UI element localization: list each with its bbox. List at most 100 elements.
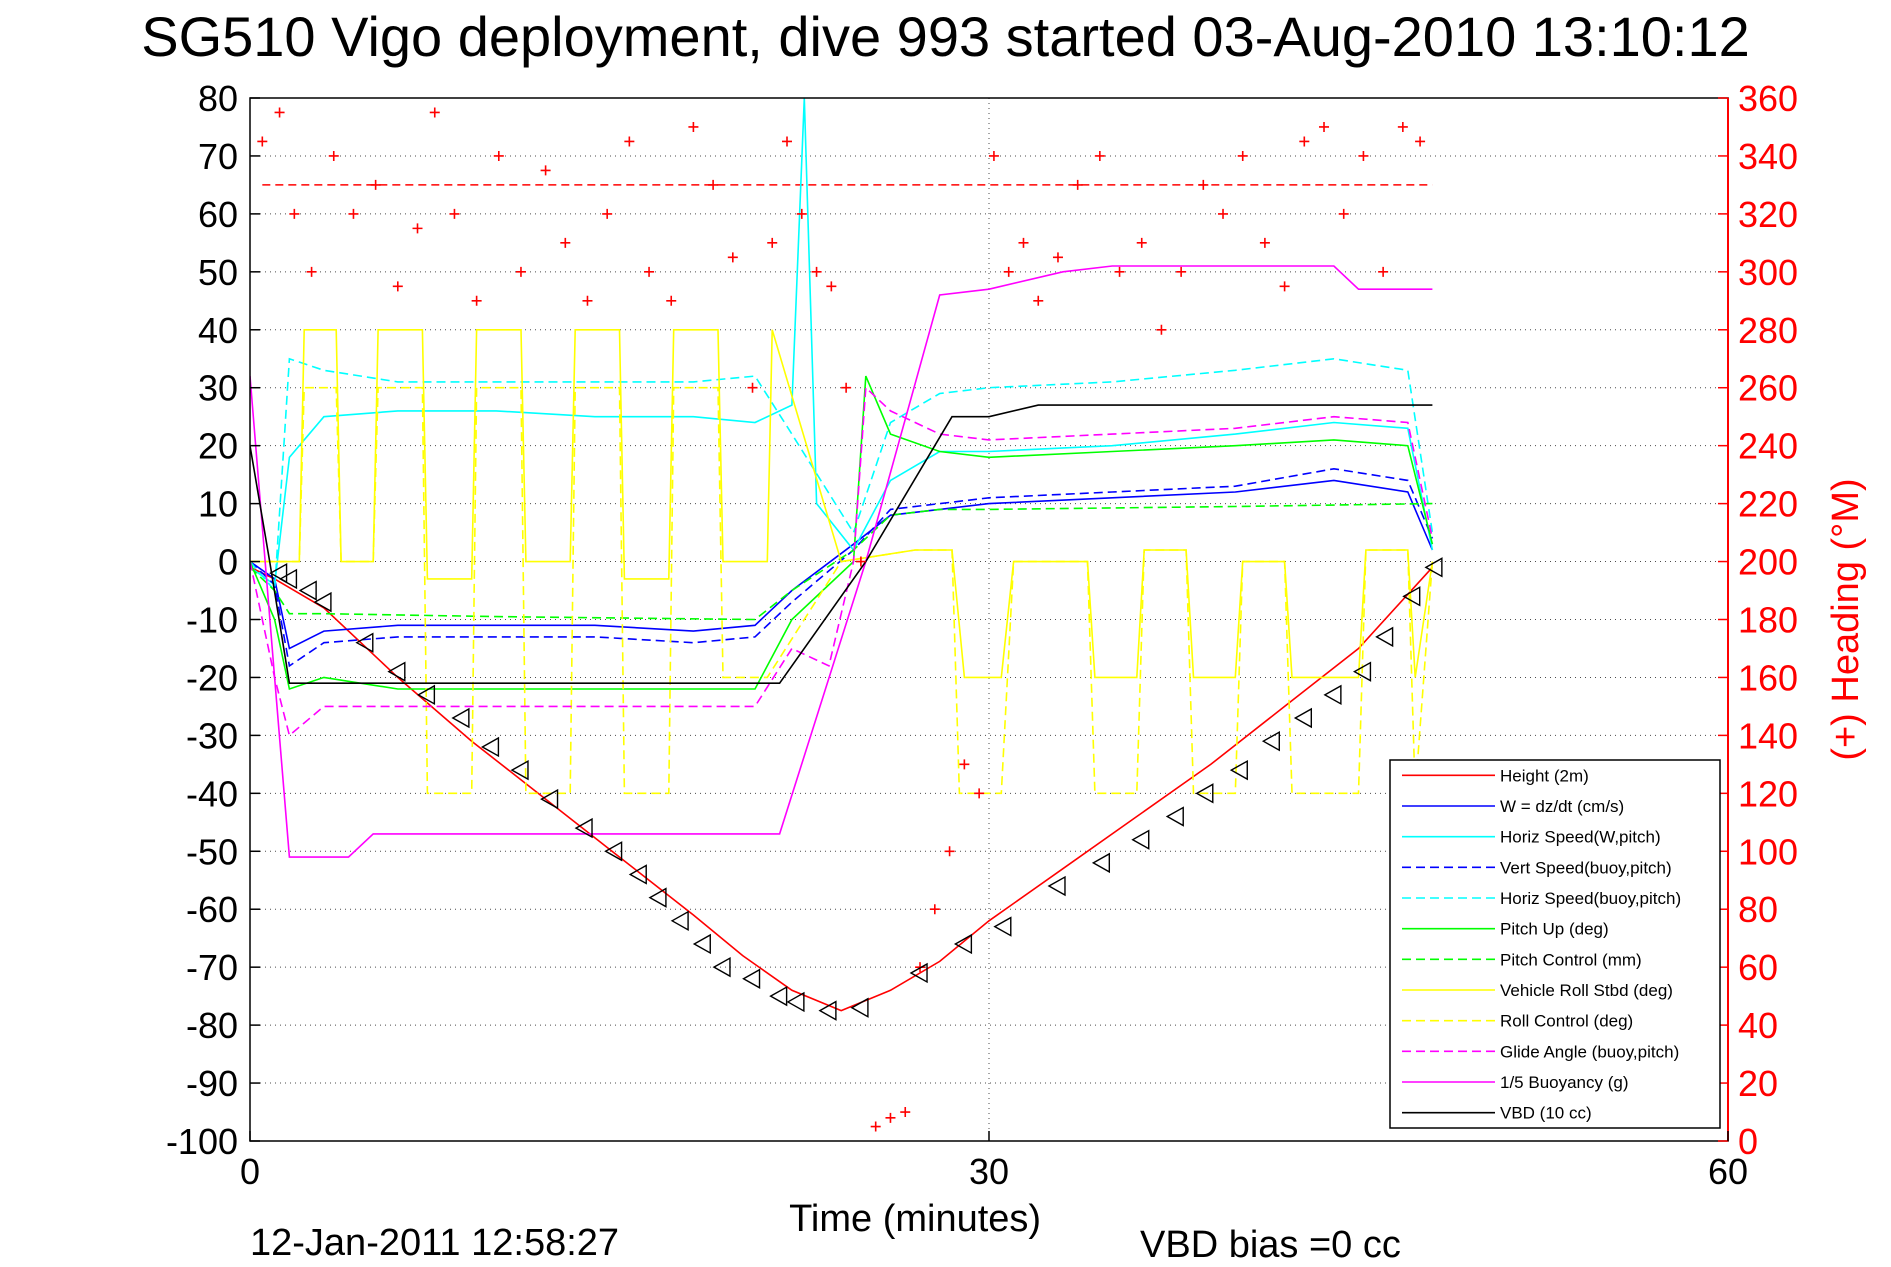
heading-point (666, 295, 677, 306)
heading-point (471, 295, 482, 306)
heading-point (929, 904, 940, 915)
heading-point (1237, 150, 1248, 161)
triangle-marker (1195, 783, 1214, 804)
triangle-marker (1323, 684, 1342, 706)
legend-label: W = dz/dt (cm/s) (1500, 797, 1624, 816)
right-tick-label: 360 (1738, 78, 1798, 119)
heading-point (1033, 295, 1044, 306)
left-tick-label: 20 (198, 426, 238, 467)
legend-label: Vert Speed(buoy,pitch) (1500, 858, 1672, 877)
heading-point (1259, 237, 1270, 248)
left-tick-label: -10 (186, 600, 238, 641)
series-line (250, 265, 1433, 858)
triangle-marker (742, 968, 761, 989)
heading-point (370, 179, 381, 190)
triangle-marker (670, 910, 689, 932)
series-line (250, 386, 1434, 795)
heading-point (540, 165, 551, 176)
triangle-marker (1402, 586, 1421, 607)
series-line (250, 502, 1433, 621)
left-tick-label: -70 (186, 947, 238, 988)
left-tick-label: 70 (198, 136, 238, 177)
triangle-marker (1353, 661, 1372, 682)
right-tick-label: 220 (1738, 484, 1798, 525)
x-tick-label: 0 (240, 1151, 260, 1192)
triangle-marker (818, 1000, 837, 1021)
series-line (250, 98, 1434, 587)
vbd-bias-label: VBD bias =0 cc (1140, 1224, 1401, 1266)
heading-point (289, 208, 300, 219)
left-tick-label: 40 (198, 310, 238, 351)
heading-point (1052, 252, 1063, 263)
heading-point (644, 266, 655, 277)
left-tick-label: -80 (186, 1005, 238, 1046)
heading-point (841, 382, 852, 393)
heading-point (796, 208, 807, 219)
legend-label: Pitch Control (mm) (1500, 950, 1642, 969)
triangle-marker (269, 562, 288, 584)
right-tick-label: 0 (1738, 1121, 1758, 1162)
series-line (250, 328, 1434, 679)
legend-label: Pitch Up (deg) (1500, 920, 1609, 939)
triangle-marker (1131, 829, 1150, 850)
right-tick-label: 120 (1738, 773, 1798, 814)
heading-point (449, 208, 460, 219)
left-tick-label: -50 (186, 831, 238, 872)
series-line (250, 404, 1433, 685)
right-axis-label: (+) Heading (°M) (1825, 478, 1867, 760)
heading-point (624, 136, 635, 147)
legend-label: Roll Control (deg) (1500, 1012, 1633, 1031)
left-tick-label: 30 (198, 368, 238, 409)
triangle-marker (648, 887, 667, 908)
heading-point (1018, 237, 1029, 248)
heading-point (1072, 179, 1083, 190)
triangle-marker (298, 580, 317, 601)
triangle-marker (574, 817, 593, 839)
right-tick-label: 80 (1738, 889, 1778, 930)
heading-point (974, 788, 985, 799)
legend-label: Horiz Speed(buoy,pitch) (1500, 889, 1681, 908)
heading-point (1299, 136, 1310, 147)
right-tick-label: 320 (1738, 194, 1798, 235)
triangle-marker (786, 991, 805, 1013)
right-tick-label: 300 (1738, 252, 1798, 293)
heading-point (727, 252, 738, 263)
heading-point (493, 150, 504, 161)
heading-point (1136, 237, 1147, 248)
heading-point (767, 237, 778, 248)
heading-point (582, 295, 593, 306)
heading-point (328, 150, 339, 161)
left-tick-label: -100 (166, 1121, 238, 1162)
heading-point (1279, 281, 1290, 292)
right-tick-label: 160 (1738, 657, 1798, 698)
legend-label: 1/5 Buoyancy (g) (1500, 1073, 1629, 1092)
left-tick-label: 10 (198, 484, 238, 525)
left-tick-label: 0 (218, 542, 238, 583)
right-tick-label: 240 (1738, 426, 1798, 467)
right-tick-label: 340 (1738, 136, 1798, 177)
right-tick-label: 60 (1738, 947, 1778, 988)
heading-point (811, 266, 822, 277)
right-tick-label: 20 (1738, 1063, 1778, 1104)
heading-point (1397, 121, 1408, 132)
triangle-marker (1047, 875, 1066, 897)
right-tick-label: 180 (1738, 600, 1798, 641)
left-tick-label: 50 (198, 252, 238, 293)
x-tick-label: 30 (969, 1151, 1009, 1192)
triangle-marker (993, 916, 1012, 937)
triangle-marker (712, 956, 731, 978)
triangle-marker (850, 997, 869, 1018)
triangle-marker (355, 632, 374, 653)
heading-point (1338, 208, 1349, 219)
legend-label: Vehicle Roll Stbd (deg) (1500, 981, 1673, 1000)
heading-point (826, 281, 837, 292)
heading-point (959, 759, 970, 770)
triangle-marker (313, 591, 332, 613)
left-tick-label: -30 (186, 715, 238, 756)
triangle-marker (1091, 852, 1111, 874)
legend-box (1389, 759, 1721, 1129)
heading-point (1358, 150, 1369, 161)
triangle-marker (1293, 707, 1313, 729)
right-tick-label: 100 (1738, 831, 1798, 872)
